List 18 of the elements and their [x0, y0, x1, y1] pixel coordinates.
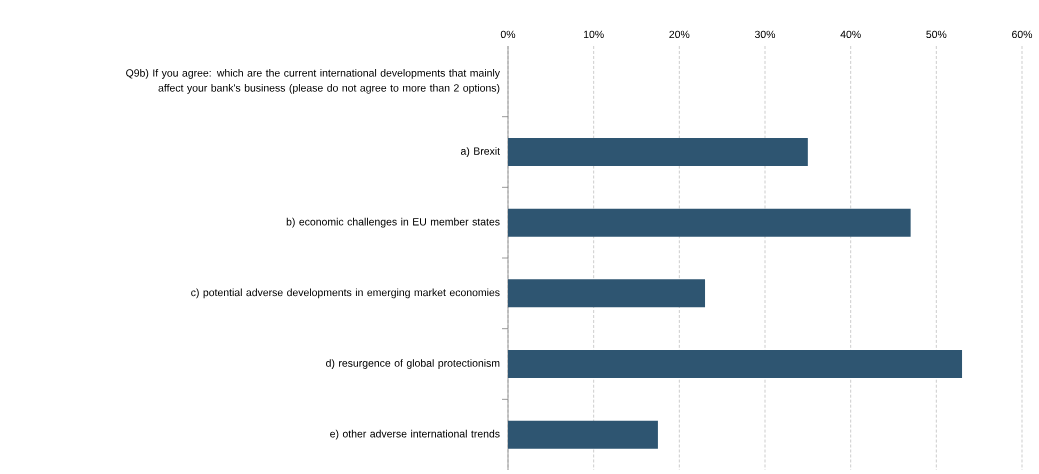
x-tick-label: 50%	[926, 30, 947, 39]
y-tick-label: c) potential adverse developments in emerging market economies	[191, 288, 500, 299]
y-tick-label: b) economic challenges in EU member states	[286, 217, 500, 228]
x-tick-label: 60%	[1012, 30, 1033, 39]
bar	[508, 208, 911, 237]
x-tick-label: 10%	[584, 30, 604, 39]
bar	[508, 279, 706, 308]
x-tick-label: 20%	[669, 30, 690, 39]
x-tick-label: 40%	[840, 30, 861, 39]
y-tick-label: Q9b) If you agree: which are the current international developments that mainly affect your bank's business (please do not agree to more than 2 options)	[126, 68, 500, 94]
x-tick-label: 0%	[500, 30, 516, 39]
x-tick-label: 30%	[754, 30, 776, 39]
bar	[508, 138, 808, 167]
y-tick-label: d) resurgence of global protectionism	[326, 359, 500, 369]
y-tick-label: e) other adverse international trends	[330, 429, 500, 440]
bar	[508, 350, 963, 379]
y-tick-label: a) Brexit	[460, 147, 500, 157]
bar	[508, 420, 658, 449]
